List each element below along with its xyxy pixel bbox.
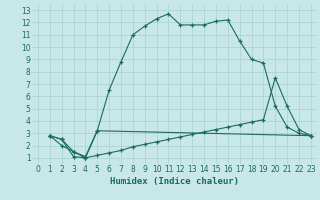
X-axis label: Humidex (Indice chaleur): Humidex (Indice chaleur): [110, 177, 239, 186]
